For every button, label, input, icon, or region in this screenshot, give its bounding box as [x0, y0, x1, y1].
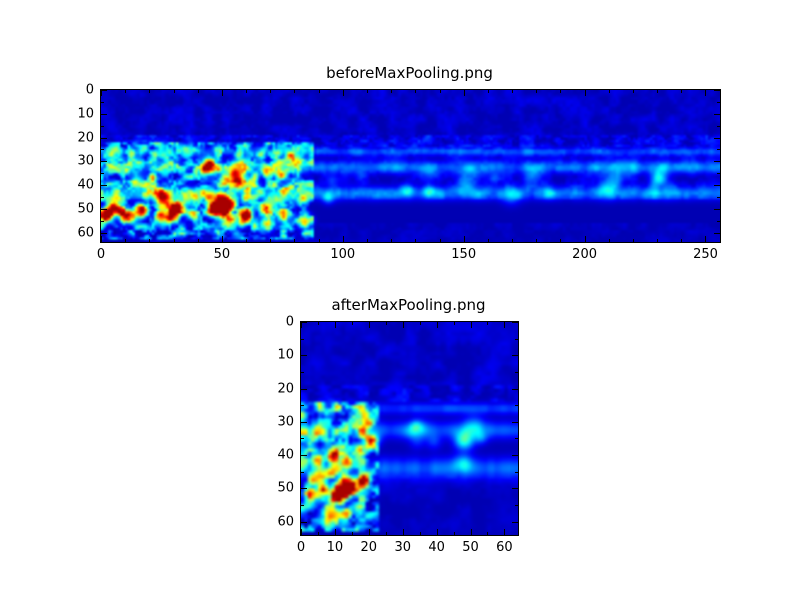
after-maxpooling-title: afterMaxPooling.png	[331, 296, 486, 314]
y-tick-label: 20	[77, 130, 94, 145]
y-tick-label: 30	[277, 414, 294, 430]
y-tick-label: 20	[277, 381, 294, 397]
x-tick-label: 0	[96, 247, 106, 262]
x-tick-label: 250	[693, 247, 718, 262]
y-tick-label: 40	[277, 447, 294, 463]
x-tick-label: 100	[330, 247, 356, 262]
x-tick-label: 60	[496, 540, 513, 555]
after-maxpooling-axes	[300, 321, 519, 536]
heatmap-canvas	[101, 90, 720, 242]
x-tick-label: 40	[428, 540, 445, 555]
y-tick-label: 50	[277, 480, 294, 496]
x-tick-label: 50	[213, 247, 231, 262]
x-tick-label: 20	[360, 540, 378, 555]
x-tick-label: 0	[296, 540, 306, 555]
x-tick-label: 200	[572, 247, 598, 262]
y-tick-label: 60	[77, 225, 94, 240]
y-tick-label: 10	[77, 106, 94, 122]
y-tick-label: 0	[285, 314, 294, 330]
x-tick-label: 30	[394, 540, 411, 555]
y-tick-label: 10	[277, 347, 294, 363]
y-tick-label: 60	[277, 514, 294, 530]
y-tick-label: 50	[77, 201, 94, 217]
y-tick-label: 0	[85, 82, 94, 98]
heatmap-canvas	[301, 322, 518, 535]
before-maxpooling-title: beforeMaxPooling.png	[326, 64, 493, 82]
x-tick-label: 150	[451, 247, 477, 262]
y-tick-label: 30	[77, 153, 94, 169]
x-tick-label: 10	[326, 540, 344, 555]
x-tick-label: 50	[462, 540, 479, 555]
before-maxpooling-axes	[100, 89, 721, 243]
y-tick-label: 40	[77, 177, 94, 193]
